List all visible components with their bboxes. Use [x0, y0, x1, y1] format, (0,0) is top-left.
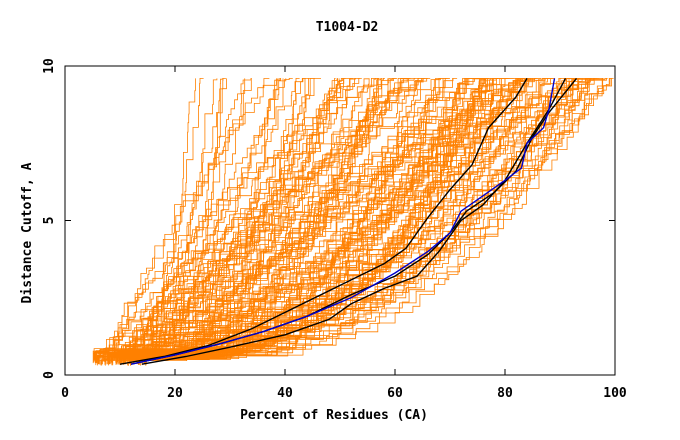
y-tick-label: 10	[42, 58, 57, 74]
model-curve	[96, 78, 550, 361]
x-axis-label: Percent of Residues (CA)	[240, 408, 428, 423]
model-curve	[146, 78, 431, 362]
model-curve	[129, 78, 360, 362]
model-curve	[135, 78, 486, 360]
y-tick-label: 0	[42, 371, 57, 379]
model-curve	[136, 78, 227, 360]
model-curve	[99, 78, 397, 365]
model-curve	[128, 78, 499, 366]
model-curve	[132, 78, 397, 364]
x-tick-label: 20	[167, 386, 183, 401]
model-curve	[119, 78, 370, 363]
model-curve	[137, 78, 580, 365]
model-curve	[145, 78, 336, 365]
model-curve	[123, 78, 604, 361]
model-curve	[123, 78, 555, 361]
model-curve	[113, 78, 441, 360]
highlight-curves-group	[119, 77, 578, 365]
y-tick-label: 5	[42, 217, 57, 225]
model-curve	[131, 78, 522, 361]
model-curve	[136, 78, 604, 364]
model-curve	[100, 78, 252, 366]
model-curve	[108, 78, 281, 365]
model-curve	[111, 78, 532, 363]
model-curve	[138, 78, 218, 363]
model-curve	[117, 78, 598, 365]
model-curve	[96, 78, 526, 364]
model-curve	[129, 78, 427, 362]
model-curve	[110, 78, 450, 360]
model-curve	[108, 78, 486, 364]
model-curve	[107, 78, 381, 360]
model-curve	[136, 78, 356, 362]
model-curve	[108, 78, 582, 365]
model-curve	[124, 78, 315, 363]
model-curve	[112, 78, 287, 361]
model-curve	[112, 78, 277, 361]
model-curve	[92, 78, 422, 364]
model-curve	[103, 78, 306, 361]
black-curve-1	[119, 78, 528, 365]
model-curve	[124, 78, 467, 362]
model-curve	[115, 78, 246, 364]
x-tick-label: 60	[387, 386, 403, 401]
model-curve	[139, 78, 553, 361]
model-curve	[97, 78, 524, 362]
model-curve	[123, 78, 506, 363]
black-curve-2	[141, 78, 567, 365]
model-curve	[141, 78, 252, 363]
x-tick-label: 0	[61, 386, 69, 401]
x-axis-ticks: 0 20 40 60 80 100	[61, 66, 627, 401]
model-curve	[98, 78, 270, 365]
model-curve	[117, 78, 478, 363]
y-axis-label: Distance Cutoff, A	[20, 162, 35, 303]
x-tick-label: 40	[277, 386, 293, 401]
model-curve	[125, 78, 370, 364]
x-tick-label: 100	[603, 386, 627, 401]
model-curve	[138, 78, 533, 365]
model-curve	[129, 78, 595, 364]
model-curve	[117, 78, 340, 363]
chart-title: T1004-D2	[316, 20, 379, 35]
model-curve	[136, 78, 546, 361]
blue-curve	[130, 78, 556, 365]
model-curve	[145, 78, 223, 364]
model-curve	[103, 78, 344, 360]
model-curve	[105, 78, 380, 363]
model-curve	[124, 78, 579, 363]
y-axis-ticks: 0 5 10	[42, 58, 615, 379]
model-curve	[141, 78, 489, 366]
model-curve	[143, 78, 411, 362]
model-curve	[122, 78, 514, 364]
model-curve	[94, 78, 507, 360]
x-tick-label: 80	[497, 386, 513, 401]
